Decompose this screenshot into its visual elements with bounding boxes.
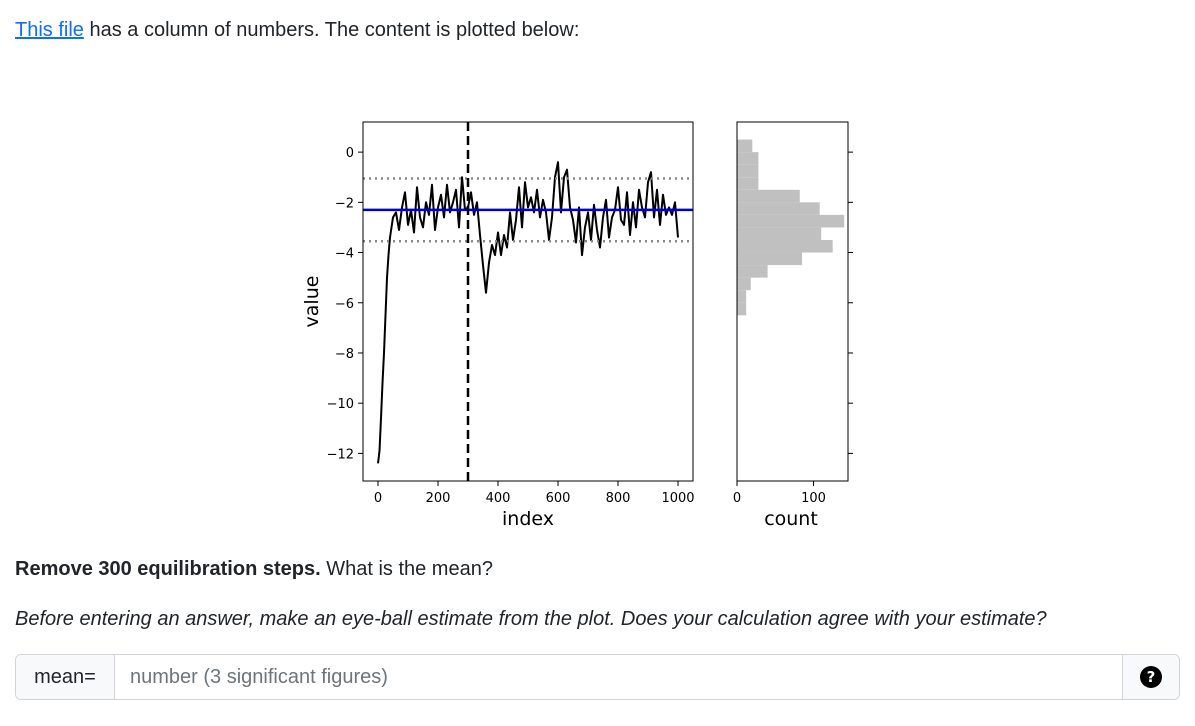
y-tick-label: −6: [335, 297, 354, 312]
x-axis-label: index: [502, 508, 554, 530]
histogram-bar: [737, 152, 759, 165]
x-tick-label: 400: [486, 491, 511, 506]
y-tick-label: −4: [335, 247, 354, 262]
histogram-bar: [737, 302, 747, 316]
question-text: Remove 300 equilibration steps. What is …: [15, 556, 493, 582]
help-icon: ?: [1140, 666, 1162, 688]
hist-x-tick-label: 0: [733, 491, 741, 506]
histogram-bar: [737, 189, 800, 203]
intro-rest: has a column of numbers. The content is …: [83, 19, 580, 41]
histogram-bar: [737, 164, 759, 178]
histogram-bar: [737, 139, 753, 153]
x-tick-label: 200: [426, 491, 451, 506]
question-bold: Remove 300 equilibration steps.: [15, 558, 321, 580]
hist-x-axis-label: count: [764, 508, 818, 530]
x-tick-label: 600: [546, 491, 571, 506]
x-tick-label: 1000: [661, 491, 694, 506]
y-tick-label: −8: [335, 347, 354, 362]
trace-plot: 0 200 400 600 800 1000 0 −2 −4 −6 −8 −10 −12 index val…: [301, 121, 695, 530]
histogram-bar: [737, 239, 833, 253]
file-link[interactable]: This file: [15, 19, 84, 41]
plot-frame: [362, 121, 694, 482]
y-tick-label: 0: [346, 146, 354, 161]
y-tick-label: −10: [327, 397, 354, 412]
hint-text: Before entering an answer, make an eye-b…: [15, 608, 1047, 630]
x-tick-label: 0: [374, 491, 382, 506]
histogram-bar: [737, 252, 803, 266]
histogram-bar: [737, 214, 845, 228]
histogram-bar: [737, 227, 822, 240]
y-tick-label: −2: [335, 196, 354, 211]
question-rest: What is the mean?: [320, 558, 493, 580]
histogram-bar: [737, 277, 751, 291]
answer-group: mean= ?: [15, 654, 1180, 700]
help-button[interactable]: ?: [1122, 655, 1179, 699]
histogram-frame: [736, 121, 849, 482]
histogram-bar: [737, 177, 759, 190]
histogram-plot: 0 100 count: [733, 121, 853, 530]
histogram-bar: [737, 265, 768, 278]
data-trace-line: [377, 161, 679, 464]
y-tick-label: −12: [327, 447, 354, 462]
data-figure: 0 200 400 600 800 10000−2−4−6−8−10−12indexval…: [301, 121, 853, 530]
y-axis-label: value: [301, 276, 323, 328]
intro-text: This file has a column of numbers. The c…: [15, 17, 579, 43]
answer-prefix-label: mean=: [16, 655, 115, 699]
mean-input[interactable]: [115, 655, 1122, 699]
x-tick-label: 800: [606, 491, 631, 506]
hist-x-tick-label: 100: [801, 491, 826, 506]
histogram-bar: [737, 290, 747, 303]
histogram-bar: [737, 202, 820, 215]
